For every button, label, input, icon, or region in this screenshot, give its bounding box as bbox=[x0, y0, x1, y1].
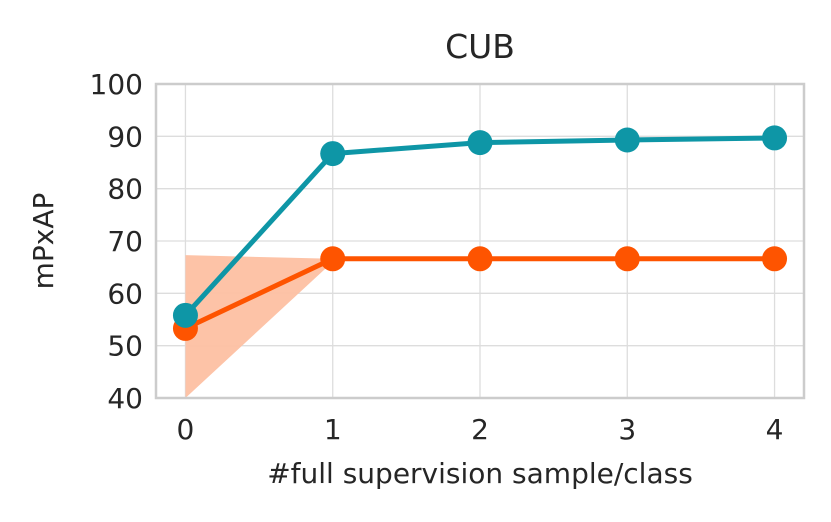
y-axis-label: mPxAP bbox=[27, 193, 60, 290]
data-point bbox=[467, 246, 493, 272]
y-tick-label: 40 bbox=[107, 382, 143, 415]
x-tick-labels: 0 1 2 3 4 bbox=[177, 413, 784, 446]
x-tick-label: 0 bbox=[177, 413, 195, 446]
data-point bbox=[320, 246, 346, 272]
data-point bbox=[172, 302, 198, 328]
x-axis-label: #full supervision sample/class bbox=[267, 457, 693, 490]
data-point bbox=[762, 125, 788, 151]
y-tick-label: 90 bbox=[107, 120, 143, 153]
x-tick-label: 2 bbox=[471, 413, 489, 446]
x-tick-label: 4 bbox=[766, 413, 784, 446]
data-point bbox=[762, 246, 788, 272]
plot-frame bbox=[154, 82, 806, 400]
x-tick-label: 1 bbox=[324, 413, 342, 446]
data-point bbox=[614, 127, 640, 153]
data-point bbox=[320, 141, 346, 167]
y-tick-label: 100 bbox=[90, 68, 143, 101]
data-point bbox=[614, 246, 640, 272]
y-tick-label: 50 bbox=[107, 330, 143, 363]
data-point bbox=[467, 130, 493, 156]
y-tick-label: 70 bbox=[107, 225, 143, 258]
x-tick-label: 3 bbox=[618, 413, 636, 446]
y-tick-labels: 40 50 60 70 80 90 100 bbox=[90, 68, 143, 415]
series-points bbox=[172, 125, 788, 341]
y-tick-label: 80 bbox=[107, 173, 143, 206]
y-tick-label: 60 bbox=[107, 277, 143, 310]
confidence-band bbox=[185, 255, 333, 398]
chart-title: CUB bbox=[445, 27, 515, 66]
confidence-bands bbox=[185, 255, 333, 398]
